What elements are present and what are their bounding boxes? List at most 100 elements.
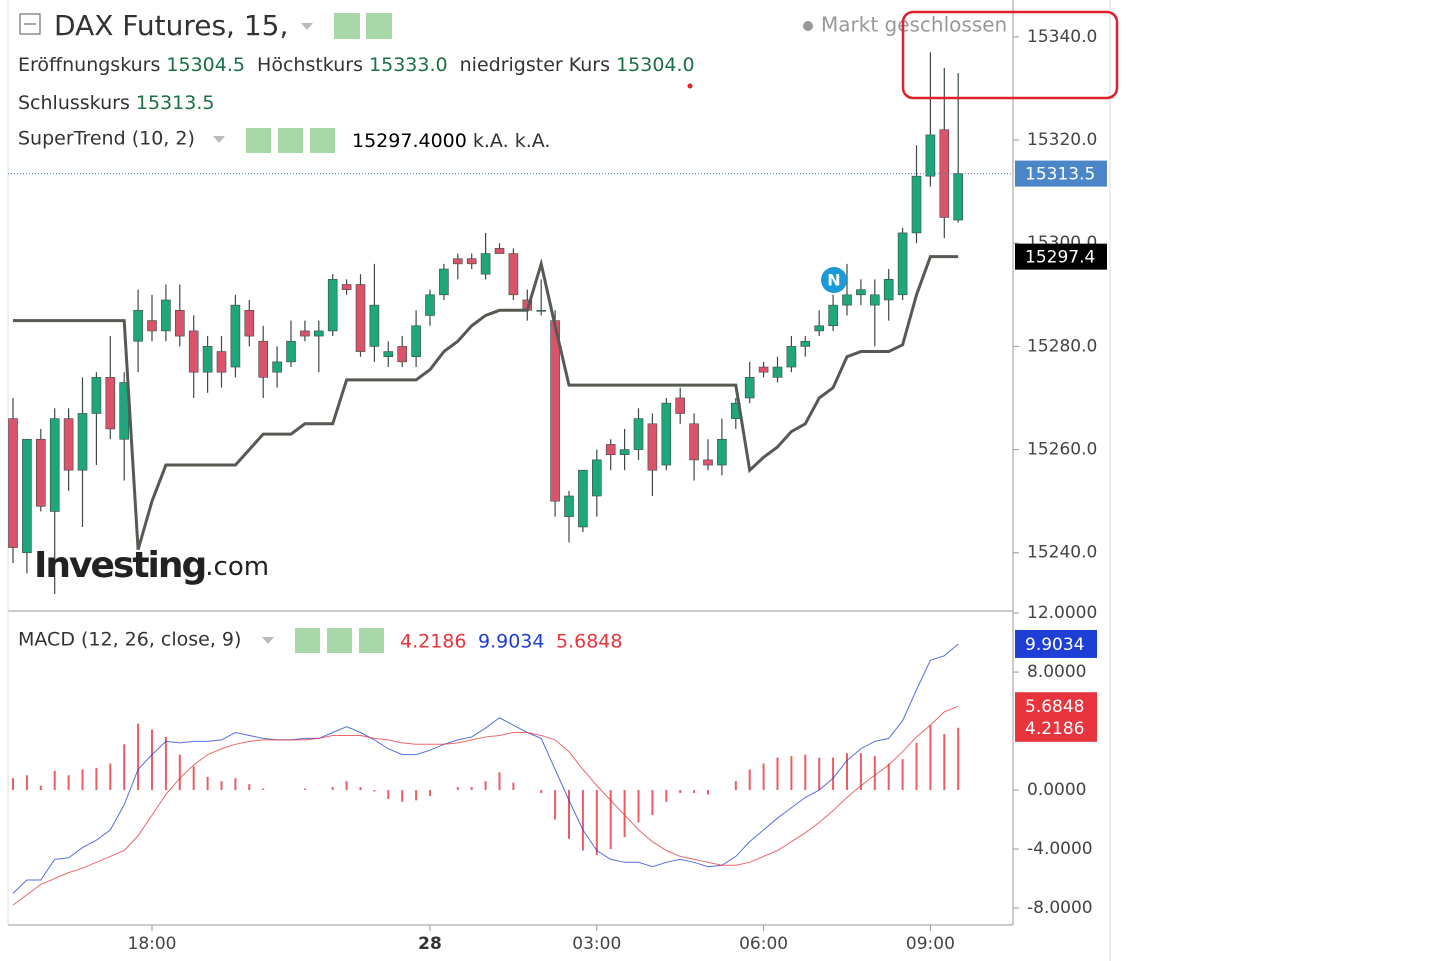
logo-text: Investing: [34, 545, 205, 586]
ohlc-legend: Eröffnungskurs 15304.5 Höchstkurs 15333.…: [18, 54, 695, 76]
annotation-box: [901, 10, 1119, 100]
price-tag-label: 4.2186: [1025, 719, 1084, 739]
candle-body: [35, 438, 46, 507]
candle-body: [605, 444, 616, 456]
candle-body: [591, 459, 602, 497]
candle-body: [564, 495, 574, 517]
logo: Investing.com: [34, 545, 269, 586]
candle-body: [619, 449, 630, 456]
candle-body: [856, 289, 866, 296]
candle-body: [897, 232, 908, 296]
x-tick-label: 09:00: [906, 934, 955, 954]
logo-suffix: .com: [205, 552, 269, 582]
settings-button[interactable]: [327, 628, 352, 653]
macd-legend-value: 4.2186: [400, 631, 466, 653]
indicator-name: SuperTrend (10, 2): [18, 128, 195, 150]
candle-body: [91, 377, 102, 414]
ohlc-value: 15304.0: [616, 54, 695, 76]
candle-body: [633, 418, 644, 450]
candle-body: [675, 397, 686, 414]
candle-body: [77, 413, 88, 471]
y-tick-label: 15280.0: [1027, 336, 1097, 356]
visibility-button[interactable]: [246, 128, 271, 153]
candle-body: [661, 402, 672, 466]
candle-body: [480, 253, 491, 275]
y-tick-label: 15240.0: [1027, 543, 1097, 563]
settings-button[interactable]: [366, 13, 392, 39]
macd-tag: 4.2186: [1015, 713, 1097, 742]
candle-body: [578, 469, 588, 528]
candle-body: [869, 294, 880, 306]
candle-body: [508, 253, 519, 296]
candle-body: [786, 346, 797, 368]
price-tag-label: 5.6848: [1025, 697, 1084, 717]
supertrend-line: [13, 255, 959, 551]
candle-body: [300, 330, 310, 337]
candle-body: [883, 279, 894, 301]
candle-body: [689, 423, 699, 461]
candle-body: [536, 309, 547, 312]
candle-body: [758, 366, 769, 373]
ohlc-value: 15333.0: [369, 54, 448, 76]
candle-body: [286, 340, 296, 363]
y-tick-label: 15340.0: [1027, 27, 1097, 47]
ohlc-value: 15304.5: [166, 54, 245, 76]
dropdown-icon[interactable]: [213, 136, 225, 143]
candle-body: [717, 438, 727, 466]
candle-body: [411, 325, 421, 358]
visibility-button[interactable]: [334, 13, 360, 39]
candle-body: [244, 309, 255, 337]
candle-body: [550, 320, 560, 502]
candle-body: [49, 418, 60, 512]
indicator-value: k.A.: [473, 130, 509, 152]
y-tick-label: 15320.0: [1027, 130, 1097, 150]
annotation-dot: [687, 83, 693, 89]
x-tick-label: 06:00: [739, 934, 788, 954]
candle-body: [800, 340, 811, 347]
indicator-value: 15297.4000: [352, 130, 467, 152]
candle-body: [772, 366, 783, 378]
y-tick-label: 8.0000: [1027, 662, 1086, 682]
candle-body: [188, 330, 199, 373]
candle-body: [230, 304, 241, 368]
price-tag-label: 15297.4: [1025, 248, 1095, 268]
candle-body: [814, 325, 825, 332]
x-tick-label: 03:00: [572, 934, 621, 954]
macd-line: [12, 643, 959, 894]
candle-body: [494, 248, 505, 254]
ohlc-label: Eröffnungskurs: [18, 54, 160, 76]
macd-legend-value: 9.9034: [478, 631, 544, 653]
candle-body: [397, 346, 408, 363]
candle-body: [466, 258, 477, 265]
collapse-button[interactable]: [19, 13, 41, 35]
candle-body: [313, 330, 324, 337]
y-tick-label: 15260.0: [1027, 440, 1097, 460]
dropdown-icon[interactable]: [262, 637, 274, 644]
candle-body: [133, 309, 143, 342]
candle-body: [258, 340, 269, 378]
candle-body: [425, 294, 435, 316]
candle-body: [452, 258, 463, 265]
candle-body: [842, 294, 852, 306]
y-tick-label: -4.0000: [1027, 839, 1093, 859]
settings-button[interactable]: [278, 128, 303, 153]
candle-body: [925, 134, 936, 177]
price-tag: [1015, 160, 1107, 187]
candle-body: [327, 279, 338, 332]
candle-body: [22, 438, 32, 554]
candle-body: [161, 299, 171, 332]
x-tick-label: 28: [418, 934, 442, 954]
macd-legend-value: 5.6848: [556, 631, 622, 653]
candle-body: [272, 361, 282, 373]
remove-button[interactable]: [310, 128, 335, 153]
macd-title: MACD (12, 26, close, 9): [18, 629, 241, 651]
candle-body: [341, 284, 352, 290]
candle-body: [369, 304, 380, 347]
remove-button[interactable]: [359, 628, 384, 653]
macd-line: [12, 705, 959, 906]
y-tick-label: 12.0000: [1027, 603, 1097, 623]
visibility-button[interactable]: [295, 628, 320, 653]
event-marker[interactable]: [821, 267, 847, 293]
dropdown-icon[interactable]: [301, 23, 313, 30]
